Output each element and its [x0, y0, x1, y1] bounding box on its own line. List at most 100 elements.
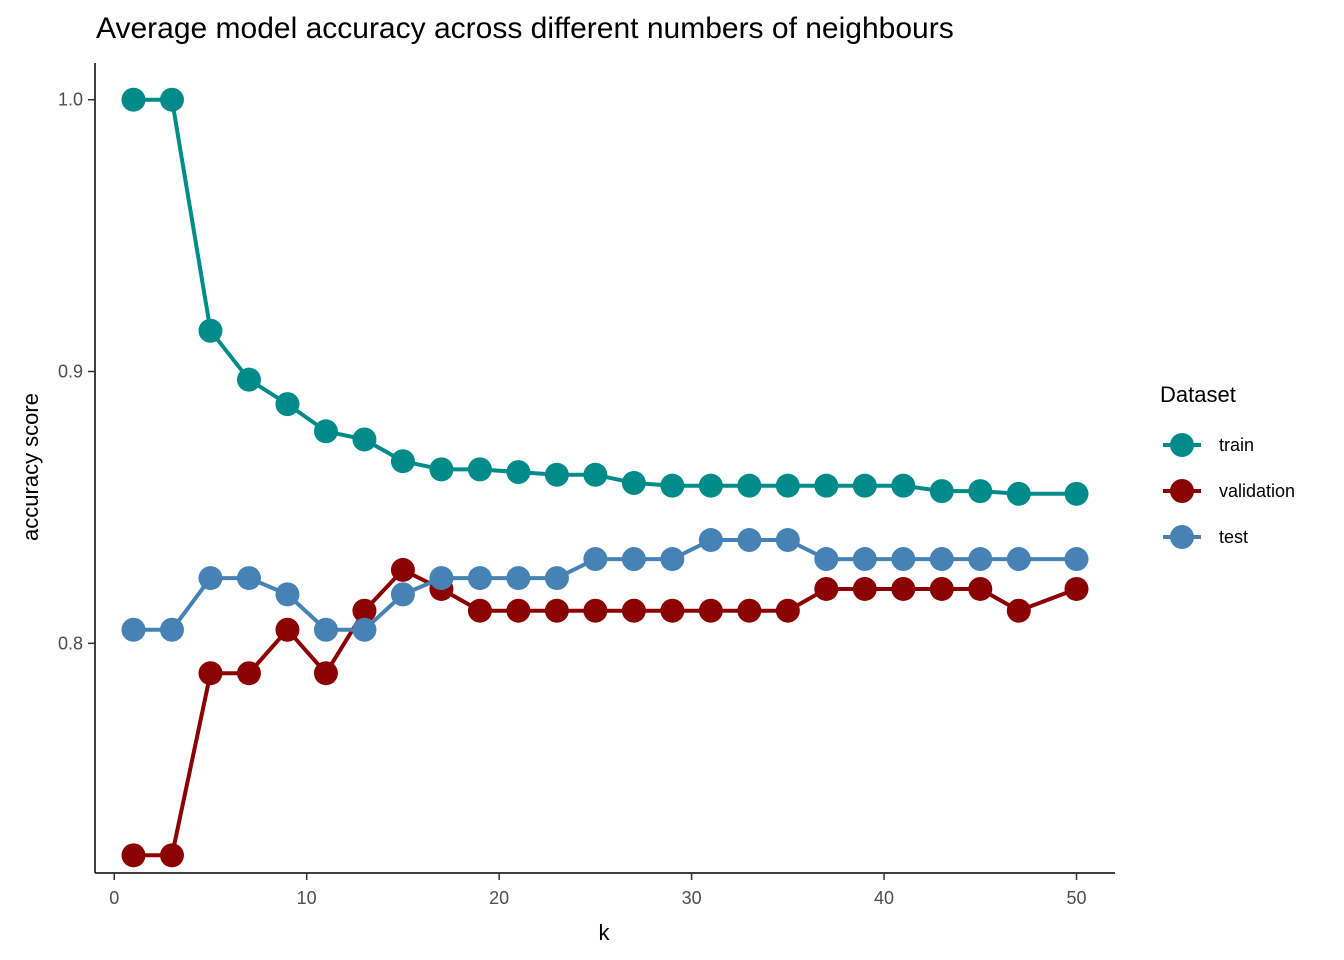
data-point-train	[313, 419, 338, 444]
data-point-train	[621, 470, 646, 495]
data-point-train	[698, 473, 723, 498]
data-point-validation	[621, 598, 646, 623]
data-point-train	[506, 460, 531, 485]
series-layer	[121, 87, 1089, 868]
data-point-train	[429, 457, 454, 482]
data-point-validation	[852, 576, 877, 601]
legend-label: train	[1219, 435, 1254, 455]
data-point-validation	[352, 598, 377, 623]
data-point-validation	[467, 598, 492, 623]
data-point-test	[698, 528, 723, 553]
data-point-test	[891, 547, 916, 572]
data-point-validation	[275, 617, 300, 642]
x-tick-label: 30	[682, 888, 702, 908]
data-point-validation	[660, 598, 685, 623]
data-point-train	[1064, 481, 1089, 506]
data-point-validation	[390, 557, 415, 582]
data-point-validation	[544, 598, 569, 623]
y-tick-label: 1.0	[58, 90, 83, 110]
data-point-validation	[1064, 576, 1089, 601]
series-validation	[121, 557, 1089, 868]
data-point-validation	[814, 576, 839, 601]
data-point-validation	[121, 843, 146, 868]
x-axis-title: k	[599, 920, 611, 945]
data-point-test	[660, 547, 685, 572]
data-point-test	[737, 528, 762, 553]
legend: Dataset train validation test	[1160, 382, 1295, 549]
x-tick-label: 10	[297, 888, 317, 908]
y-axis-title: accuracy score	[18, 393, 43, 541]
data-point-train	[929, 479, 954, 504]
legend-key-marker	[1170, 433, 1194, 457]
data-point-train	[275, 392, 300, 417]
data-point-train	[814, 473, 839, 498]
data-point-test	[506, 566, 531, 591]
data-point-test	[968, 547, 993, 572]
data-point-validation	[198, 661, 223, 686]
data-point-test	[236, 566, 261, 591]
x-tick-label: 50	[1066, 888, 1086, 908]
data-point-test	[390, 582, 415, 607]
data-point-test	[198, 566, 223, 591]
x-tick-label: 20	[489, 888, 509, 908]
data-point-test	[544, 566, 569, 591]
legend-label: validation	[1219, 481, 1295, 501]
data-point-train	[852, 473, 877, 498]
series-line-train	[133, 97, 1077, 496]
data-point-train	[236, 367, 261, 392]
legend-key-marker	[1170, 525, 1194, 549]
data-point-validation	[159, 843, 184, 868]
data-point-train	[544, 462, 569, 487]
data-point-test	[1006, 547, 1031, 572]
data-point-test	[1064, 547, 1089, 572]
data-point-validation	[737, 598, 762, 623]
data-point-train	[390, 449, 415, 474]
data-point-train	[352, 427, 377, 452]
data-point-train	[775, 473, 800, 498]
data-point-train	[467, 457, 492, 482]
data-point-validation	[506, 598, 531, 623]
data-point-validation	[313, 661, 338, 686]
data-point-train	[121, 87, 146, 112]
data-point-test	[429, 566, 454, 591]
chart-title: Average model accuracy across different …	[96, 12, 954, 45]
data-point-test	[121, 617, 146, 642]
data-point-validation	[698, 598, 723, 623]
data-point-validation	[583, 598, 608, 623]
data-point-validation	[1006, 598, 1031, 623]
legend-items: train validation test	[1163, 433, 1295, 549]
series-test	[121, 528, 1089, 642]
data-point-test	[621, 547, 646, 572]
y-tick-label: 0.8	[58, 633, 83, 653]
data-point-train	[891, 473, 916, 498]
data-point-test	[852, 547, 877, 572]
series-train	[121, 87, 1089, 506]
data-point-train	[737, 473, 762, 498]
legend-title: Dataset	[1160, 382, 1236, 407]
data-point-test	[275, 582, 300, 607]
x-tick-label: 0	[109, 888, 119, 908]
data-point-validation	[775, 598, 800, 623]
data-point-validation	[929, 576, 954, 601]
data-point-train	[660, 473, 685, 498]
legend-item-validation: validation	[1163, 479, 1295, 503]
data-point-test	[467, 566, 492, 591]
data-point-train	[583, 462, 608, 487]
axes-layer: 0 10 20 30 40 50 0.8 0.9 1.0	[58, 63, 1115, 908]
data-point-test	[814, 547, 839, 572]
y-tick-label: 0.9	[58, 362, 83, 382]
x-tick-label: 40	[874, 888, 894, 908]
data-point-test	[313, 617, 338, 642]
data-point-validation	[968, 576, 993, 601]
data-point-test	[159, 617, 184, 642]
legend-item-train: train	[1163, 433, 1254, 457]
data-point-test	[583, 547, 608, 572]
legend-label: test	[1219, 527, 1248, 547]
legend-key-marker	[1170, 479, 1194, 503]
data-point-test	[775, 528, 800, 553]
data-point-train	[968, 479, 993, 504]
data-point-train	[159, 87, 184, 112]
data-point-validation	[891, 576, 916, 601]
data-point-test	[352, 617, 377, 642]
